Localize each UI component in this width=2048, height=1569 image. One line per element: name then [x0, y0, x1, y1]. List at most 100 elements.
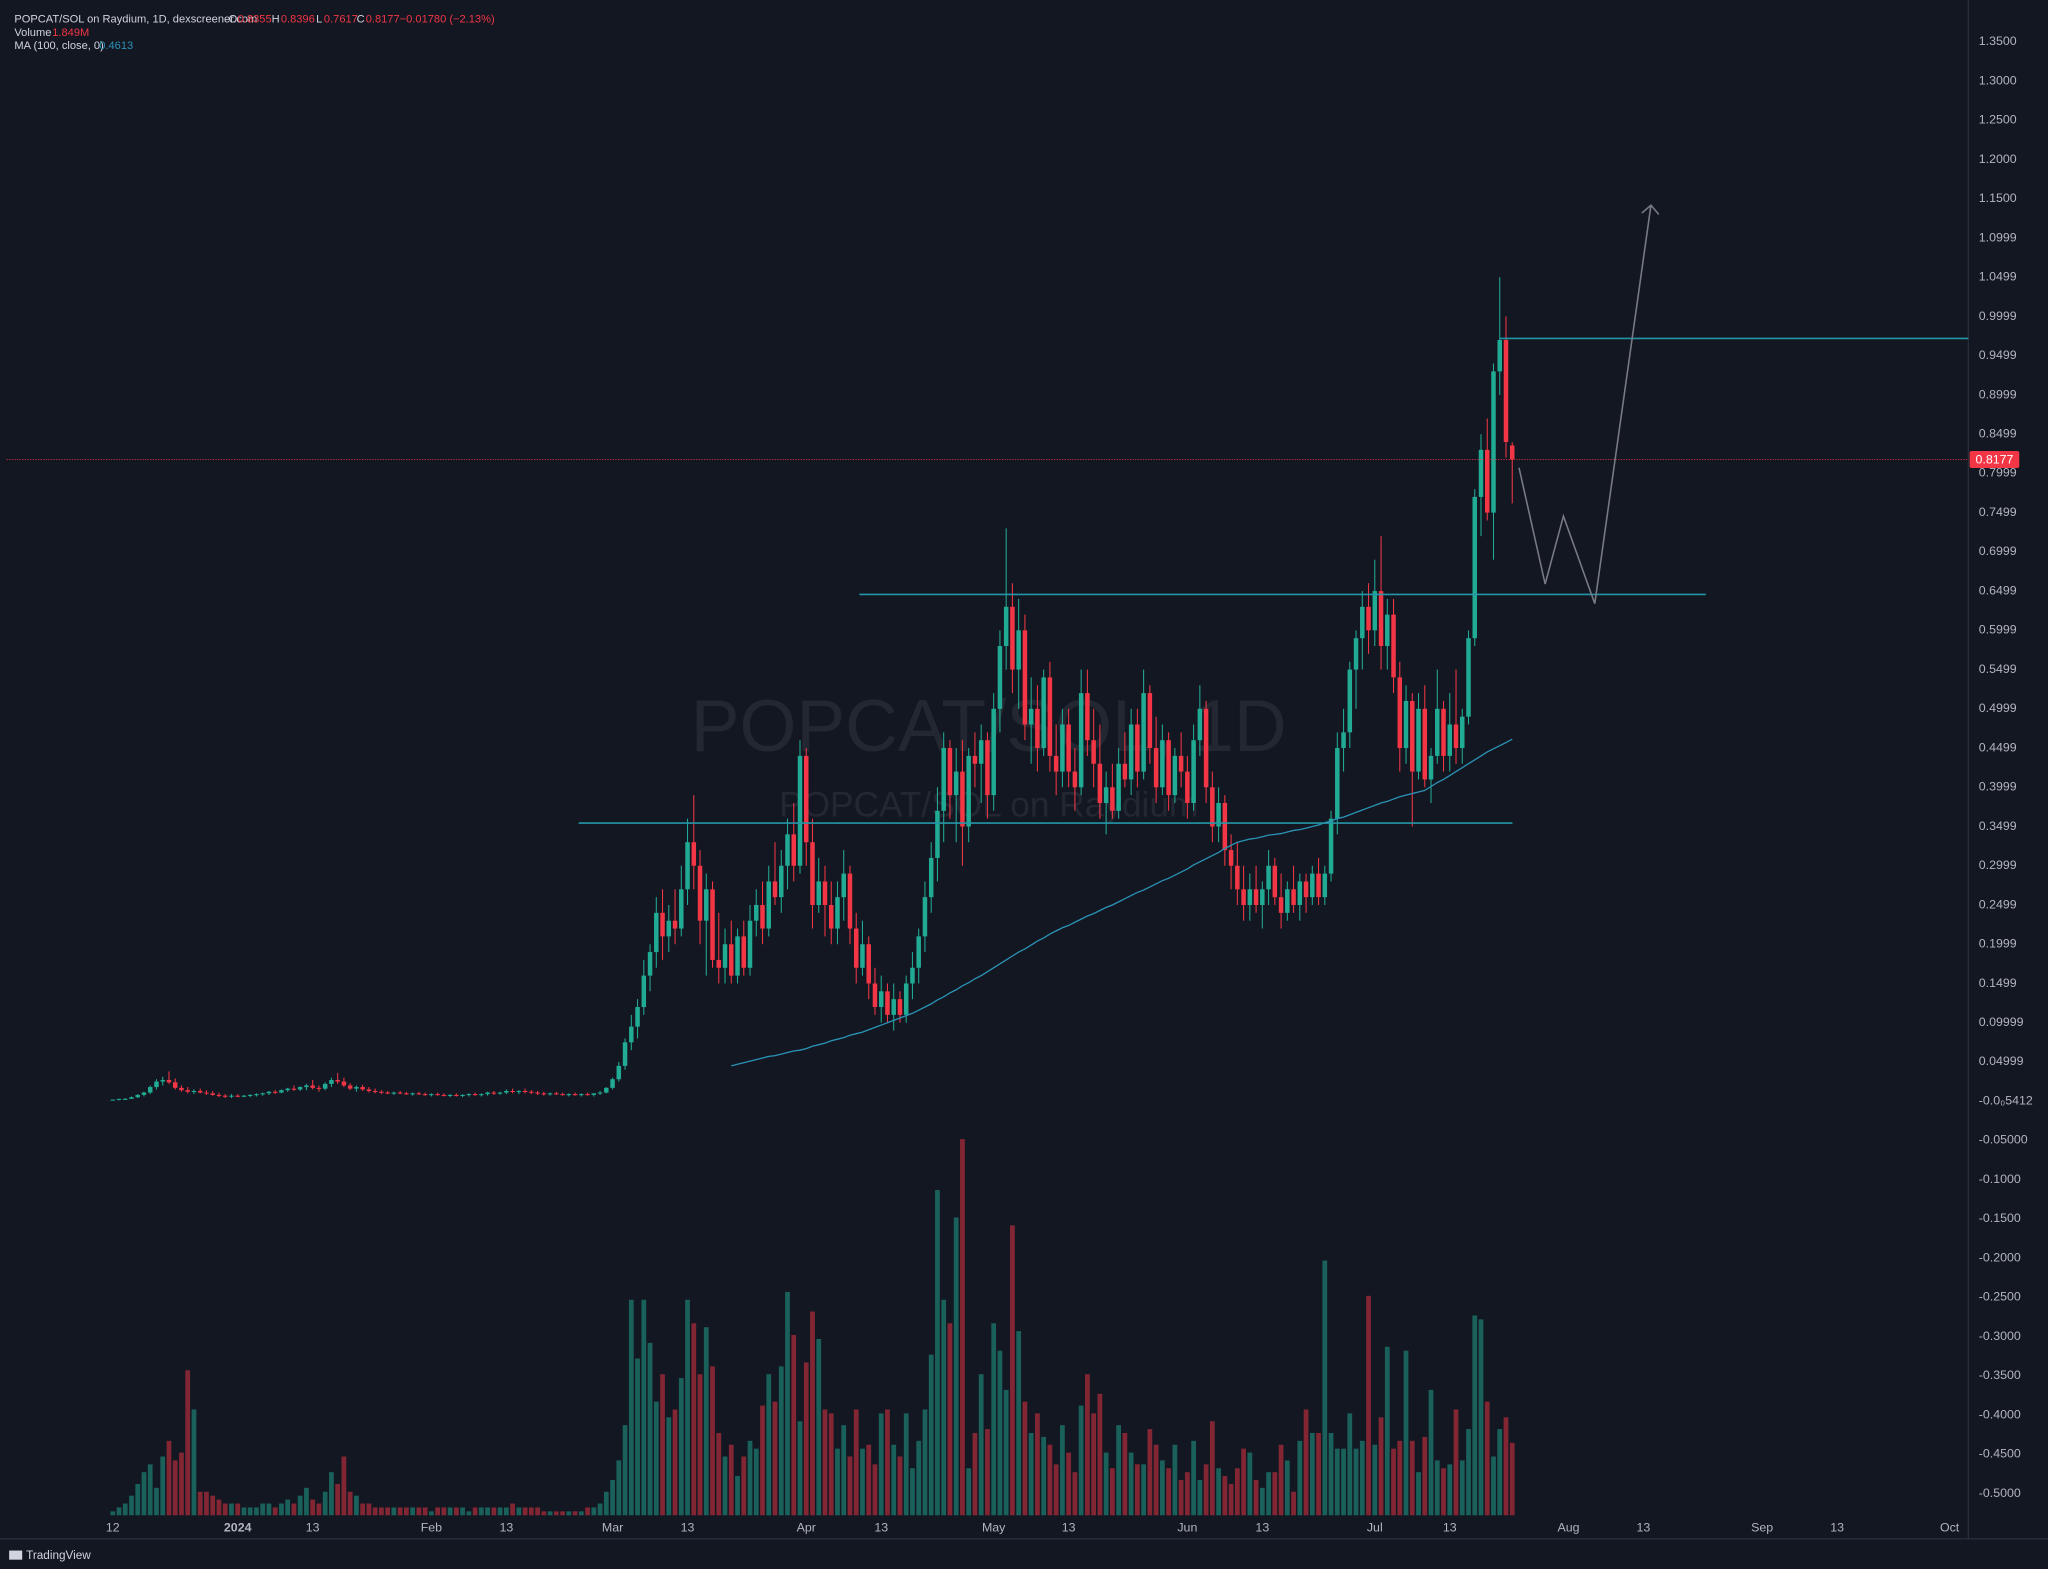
candle-body [997, 646, 1003, 709]
volume-bar [1216, 1468, 1221, 1516]
candle-body [385, 1092, 390, 1094]
candle-body [953, 771, 959, 796]
volume-bar [860, 1448, 865, 1516]
candle-body [1110, 787, 1115, 811]
volume-bar [360, 1503, 366, 1516]
volume-bar [1322, 1260, 1328, 1516]
volume-bar [1241, 1448, 1246, 1516]
volume-bar [835, 1448, 840, 1516]
candle-body [379, 1091, 384, 1093]
y-tick-label: 0.3999 [1979, 780, 2017, 794]
volume-bar [1491, 1456, 1496, 1516]
volume-bar [197, 1491, 203, 1516]
volume-bar [591, 1507, 597, 1516]
y-tick-label: -0.05000 [1979, 1133, 2028, 1147]
volume-bar [510, 1503, 515, 1516]
volume-bar [1284, 1460, 1290, 1516]
volume-bar [1016, 1331, 1022, 1516]
volume-bar [385, 1507, 391, 1516]
candle-body [1066, 724, 1071, 772]
volume-bar [678, 1378, 684, 1516]
candle-body [1260, 889, 1265, 905]
candle-body [622, 1042, 628, 1066]
projection-path [1518, 205, 1652, 604]
candle-body [366, 1089, 372, 1091]
volume-bar [1266, 1472, 1271, 1516]
volume-bar [222, 1503, 228, 1516]
volume-bar [447, 1507, 453, 1516]
volume-bar [1291, 1491, 1296, 1516]
candle-body [1041, 677, 1046, 749]
volume-bar [160, 1456, 166, 1516]
legend-low: 0.7617 [324, 14, 358, 26]
candle-body [397, 1092, 403, 1094]
volume-bar [885, 1409, 890, 1516]
volume-bar [1184, 1472, 1190, 1516]
y-tick-label: -0.2500 [1979, 1290, 2021, 1304]
y-tick-label: 0.5999 [1979, 623, 2017, 637]
volume-bar [760, 1405, 765, 1516]
volume-bar [741, 1456, 747, 1516]
y-tick-label: -0.1500 [1979, 1211, 2021, 1225]
volume-bar [1135, 1464, 1140, 1516]
volume-bar [697, 1374, 703, 1516]
candle-body [541, 1093, 547, 1095]
brand-logo [9, 1550, 23, 1560]
candle-body [1122, 763, 1128, 780]
volume-bar [535, 1507, 540, 1516]
candle-body [1278, 897, 1284, 913]
volume-bar [928, 1354, 934, 1516]
volume-bar [341, 1456, 347, 1516]
candle-body [772, 881, 778, 898]
volume-bar [666, 1417, 672, 1516]
volume-bar [1222, 1476, 1228, 1516]
volume-bar [247, 1507, 253, 1516]
y-tick-label: 0.4999 [1979, 701, 2017, 715]
volume-bar [379, 1507, 384, 1516]
volume-bar [291, 1503, 297, 1516]
candle-body [1353, 638, 1359, 670]
candle-body [554, 1093, 559, 1095]
volume-bar [1147, 1429, 1153, 1516]
volume-bar [1497, 1429, 1503, 1516]
volume-bar [503, 1507, 509, 1516]
candle-body [797, 755, 803, 866]
candle-body [1135, 724, 1140, 772]
candle-body [597, 1092, 603, 1094]
volume-bar [622, 1425, 628, 1516]
candle-body [504, 1090, 509, 1093]
candle-body [1322, 873, 1328, 898]
volume-bar [822, 1409, 828, 1516]
volume-bar [116, 1507, 122, 1516]
candle-body [1403, 700, 1409, 749]
y-tick-label: 0.1499 [1979, 976, 2017, 990]
projection-arrowhead [1641, 204, 1660, 215]
candle-body [666, 920, 672, 937]
candle-body [1103, 787, 1109, 803]
candle-body [697, 865, 703, 921]
candle-body [1153, 748, 1159, 788]
volume-bar [122, 1503, 128, 1516]
candle-body [429, 1094, 434, 1096]
candle-body [1447, 724, 1453, 756]
volume-bar [1247, 1452, 1253, 1516]
volume-bar [710, 1366, 715, 1516]
volume-bar [1341, 1448, 1346, 1516]
price-layer [6, 277, 1969, 1101]
candle-body [660, 912, 665, 937]
volume-bar [185, 1370, 191, 1516]
candle-body [266, 1091, 272, 1094]
candle-body [1310, 873, 1315, 898]
candle-body [635, 1007, 640, 1027]
volume-bar [828, 1413, 834, 1516]
volume-bar [578, 1511, 584, 1516]
volume-bar [166, 1440, 172, 1516]
brand: TradingView [26, 1549, 91, 1562]
x-tick-label: Sep [1751, 1521, 1773, 1535]
volume-bar [1116, 1425, 1122, 1516]
x-tick-label: Feb [421, 1521, 442, 1535]
candle-body [591, 1093, 597, 1095]
candle-body [1228, 850, 1234, 866]
candle-body [1222, 802, 1228, 851]
volume-bar [1103, 1452, 1109, 1516]
